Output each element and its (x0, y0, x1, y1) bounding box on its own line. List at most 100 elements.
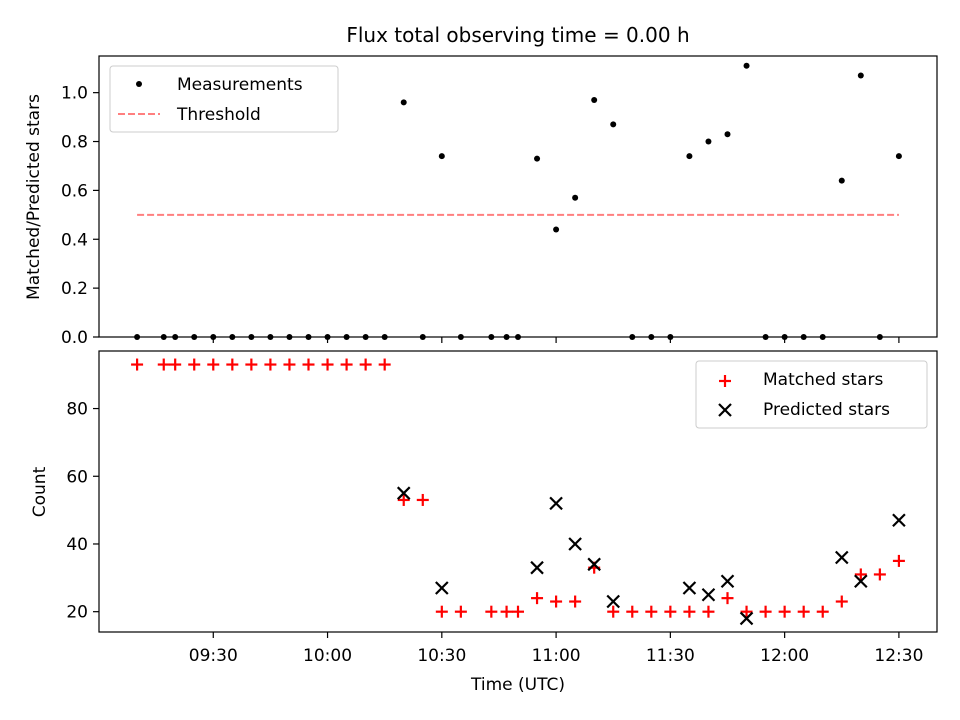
top-legend-box (109, 65, 339, 133)
matched-stars-point-31 (721, 592, 734, 605)
x-axis-label: Time (UTC) (470, 675, 565, 695)
predicted-stars-point-13 (892, 513, 906, 528)
measurement-point-25 (610, 121, 617, 128)
matched-stars-point-18 (485, 605, 498, 618)
x-tick-label: 11:00 (532, 646, 581, 666)
top-legend: Measurements Threshold (109, 65, 339, 133)
x-tick-label: 11:30 (646, 646, 695, 666)
matched-stars-point-9 (302, 358, 315, 371)
measurement-point-38 (857, 72, 864, 79)
predicted-stars-point-8 (701, 587, 716, 602)
measurement-point-16 (438, 153, 445, 160)
matched-stars-point-1 (157, 358, 170, 371)
bottom-ytick-label: 40 (66, 535, 88, 555)
matched-stars-point-10 (321, 358, 334, 371)
bottom-ytick-label: 60 (66, 467, 88, 487)
predicted-stars-point-6 (606, 594, 621, 609)
matched-stars-point-0 (131, 358, 144, 371)
measurement-point-24 (591, 96, 598, 103)
matched-stars-point-12 (359, 358, 372, 371)
bottom-ylabel: Count (30, 466, 50, 517)
bottom-ticks: 09:30 10:00 10:30 11:00 11:30 12:00 12:30 20 40 6… (66, 400, 923, 666)
matched-stars-point-40 (892, 554, 905, 567)
measurement-points (134, 62, 902, 340)
x-tick-label: 12:30 (874, 646, 923, 666)
measurement-point-37 (838, 177, 845, 184)
predicted-stars-point-10 (739, 611, 754, 626)
top-ytick-label: 1.0 (61, 84, 88, 104)
matched-stars-point-25 (607, 605, 620, 618)
matched-stars-point-5 (226, 358, 239, 371)
predicted-stars-point-12 (854, 574, 868, 588)
matched-stars-point-35 (797, 605, 810, 618)
matched-stars-point-27 (645, 605, 658, 618)
matched-stars-point-36 (816, 605, 829, 618)
matched-stars-point-4 (207, 358, 220, 371)
matched-stars-point-19 (500, 605, 513, 618)
matched-stars-point-22 (550, 595, 563, 608)
matched-stars-point-17 (454, 605, 467, 618)
predicted-stars-point-4 (568, 537, 582, 551)
matched-stars-point-16 (435, 605, 448, 618)
matched-stars-point-6 (245, 358, 258, 371)
matched-stars-point-26 (626, 605, 639, 618)
measurement-point-32 (743, 62, 750, 69)
predicted-stars-point-7 (682, 581, 697, 595)
top-panel: 0.0 0.2 0.4 0.6 0.8 1.0 Matched/Predicted sta… (24, 55, 938, 348)
bottom-ytick-label: 20 (66, 603, 88, 623)
bottom-panel: 09:30 10:00 10:30 11:00 11:30 12:00 12:30 20 40 6… (30, 350, 938, 695)
legend-predicted-marker (718, 403, 732, 417)
matched-stars-point-34 (778, 605, 791, 618)
legend-measurements-marker (136, 81, 142, 87)
bottom-ytick-label: 80 (66, 400, 88, 420)
measurement-point-29 (686, 153, 693, 160)
matched-stars-point-29 (683, 605, 696, 618)
predicted-stars-point-0 (396, 486, 411, 500)
matched-stars-point-37 (835, 595, 848, 608)
matched-stars-point-20 (512, 605, 524, 618)
top-ylabel: Matched/Predicted stars (24, 94, 44, 300)
matched-stars-point-39 (873, 568, 886, 581)
predicted-stars-point-3 (549, 496, 563, 511)
matched-stars-point-7 (264, 358, 277, 371)
x-tick-label: 10:30 (417, 646, 466, 666)
top-ytick-label: 0.6 (61, 181, 88, 201)
measurement-point-14 (400, 99, 407, 106)
x-tick-label: 09:30 (189, 646, 238, 666)
matched-stars-point-8 (283, 358, 296, 371)
matched-stars-point-30 (702, 605, 715, 618)
bottom-axes-frame (98, 350, 938, 633)
matched-stars-point-38 (854, 568, 867, 581)
bottom-legend-box (695, 360, 928, 429)
matched-stars-point-32 (740, 605, 753, 618)
matched-stars-point-33 (759, 605, 772, 618)
top-axes-frame (98, 55, 938, 338)
matched-stars-point-11 (340, 358, 353, 371)
top-ticks: 0.0 0.2 0.4 0.6 0.8 1.0 (61, 84, 900, 348)
predicted-stars-point-1 (435, 581, 449, 595)
predicted-stars-point-5 (587, 557, 601, 572)
predicted-stars-point-11 (834, 550, 849, 565)
legend-measurements-label: Measurements (177, 75, 303, 95)
top-ytick-label: 0.4 (61, 230, 88, 250)
x-tick-label: 12:00 (760, 646, 809, 666)
legend-threshold-label: Threshold (176, 105, 261, 125)
measurement-point-31 (724, 131, 731, 138)
matched-stars-point-13 (378, 358, 391, 371)
matched-stars-point-3 (188, 358, 201, 371)
top-ytick-label: 0.0 (61, 328, 88, 348)
matched-stars-point-2 (169, 358, 182, 371)
measurement-point-21 (534, 155, 541, 162)
matched-stars-point-21 (531, 592, 544, 605)
bottom-legend: Matched stars Predicted stars (695, 360, 928, 429)
top-ytick-label: 0.2 (61, 279, 88, 299)
x-tick-label: 10:00 (303, 646, 352, 666)
measurement-point-22 (553, 226, 560, 233)
measurement-point-40 (895, 153, 902, 160)
legend-matched-marker (719, 375, 731, 387)
legend-matched-label: Matched stars (763, 370, 883, 390)
predicted-stars-point-9 (720, 574, 735, 588)
measurement-point-23 (572, 194, 579, 201)
matched-stars-point-15 (416, 493, 429, 506)
predicted-stars-point-2 (530, 560, 544, 575)
